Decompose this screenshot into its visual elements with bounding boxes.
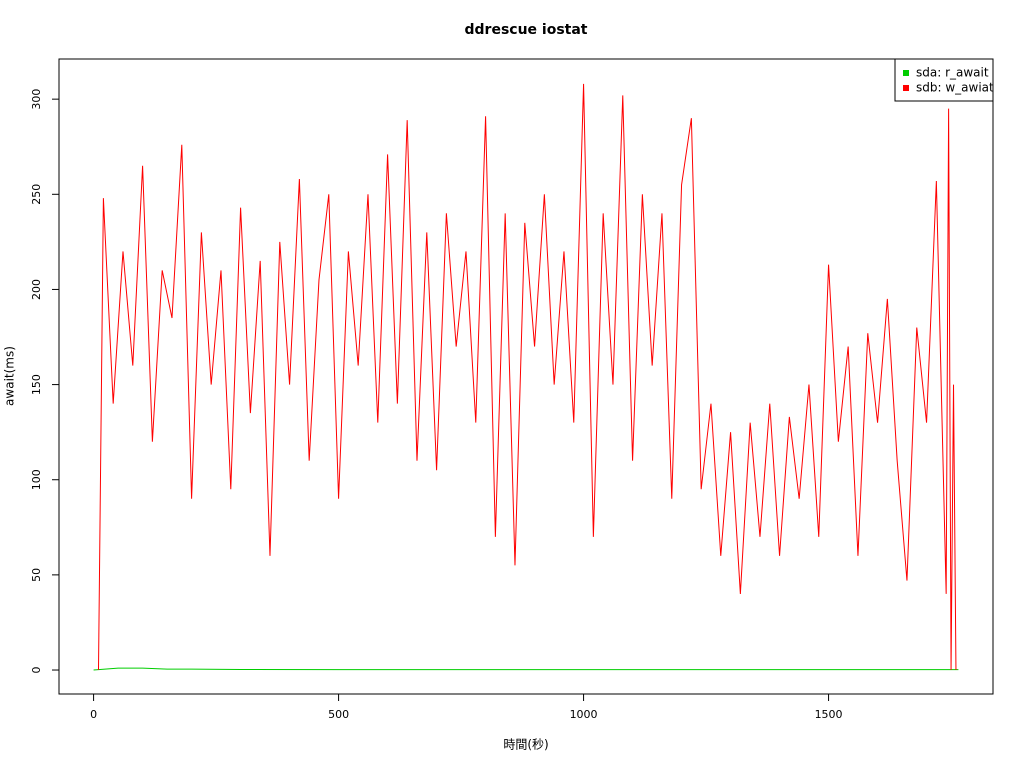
y-tick-label: 100 xyxy=(30,469,43,490)
y-tick-label: 300 xyxy=(30,89,43,110)
y-tick-label: 50 xyxy=(30,568,43,582)
x-axis-label: 時間(秒) xyxy=(503,738,548,752)
y-tick-label: 0 xyxy=(30,667,43,674)
y-axis-label: await(ms) xyxy=(3,346,17,406)
y-tick-label: 150 xyxy=(30,374,43,395)
x-tick-label: 1000 xyxy=(570,708,598,721)
x-tick-label: 0 xyxy=(90,708,97,721)
legend-label: sda: r_await xyxy=(916,66,989,80)
legend-swatch xyxy=(903,85,909,91)
data-line xyxy=(97,83,957,671)
y-tick-label: 250 xyxy=(30,184,43,205)
x-tick-label: 1500 xyxy=(815,708,843,721)
legend-label: sdb: w_awiat xyxy=(916,81,994,95)
y-tick-label: 200 xyxy=(30,279,43,300)
data-line xyxy=(93,667,959,671)
x-tick-label: 500 xyxy=(328,708,349,721)
chart-title: ddrescue iostat xyxy=(465,22,588,38)
legend-box xyxy=(894,58,994,102)
legend-swatch xyxy=(903,70,909,76)
